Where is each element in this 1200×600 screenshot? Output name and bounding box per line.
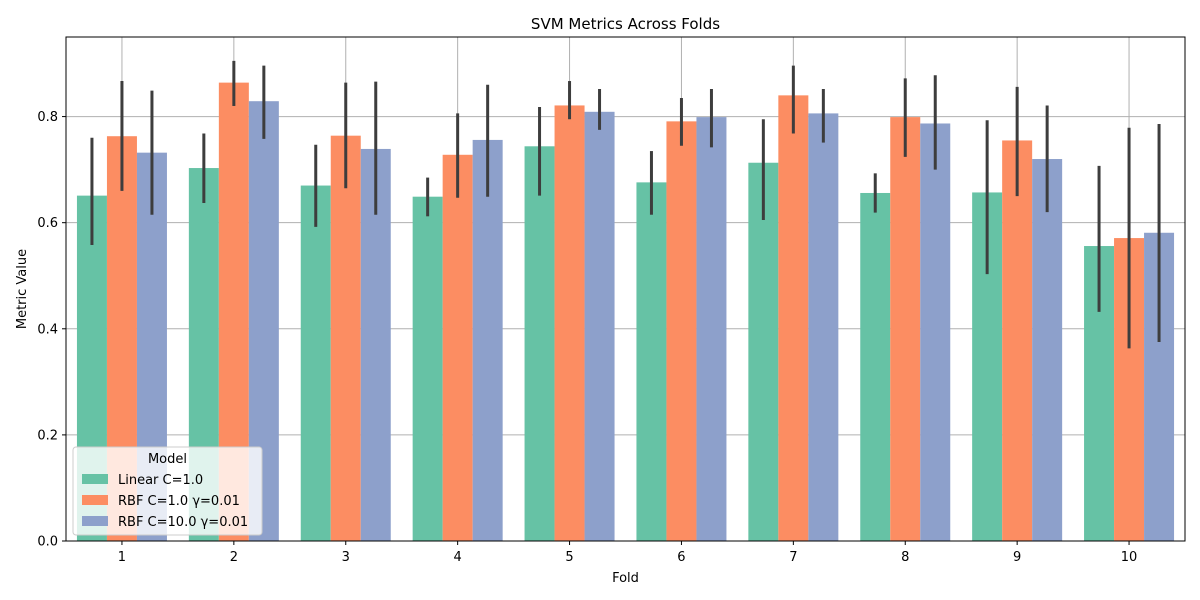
x-tick-label: 8 xyxy=(901,550,909,565)
y-tick-label: 0.2 xyxy=(37,428,58,443)
legend-swatch-linear xyxy=(82,474,108,484)
bar xyxy=(860,192,891,541)
y-tick-label: 0.8 xyxy=(37,110,58,125)
x-tick-label: 4 xyxy=(454,550,462,565)
y-axis-label: Metric Value xyxy=(15,249,30,329)
bar xyxy=(442,154,473,541)
x-tick-label: 7 xyxy=(789,550,797,565)
x-tick-label: 9 xyxy=(1013,550,1021,565)
x-tick-label: 5 xyxy=(565,550,573,565)
y-tick-label: 0.6 xyxy=(37,216,58,231)
x-axis-label: Fold xyxy=(612,571,639,586)
legend-label-rbf-c1: RBF C=1.0 γ=0.01 xyxy=(118,494,240,509)
y-tick-label: 0.4 xyxy=(37,322,58,337)
bar xyxy=(1002,140,1033,541)
x-tick-label: 10 xyxy=(1121,550,1138,565)
x-tick-label: 2 xyxy=(230,550,238,565)
bar xyxy=(524,146,555,541)
bar xyxy=(920,123,951,541)
y-axis: 0.0 0.2 0.4 0.6 0.8 xyxy=(37,110,66,550)
bar xyxy=(412,196,443,541)
legend-swatch-rbf-c1 xyxy=(82,495,108,505)
bar xyxy=(778,95,809,541)
bar xyxy=(808,113,839,542)
bar xyxy=(696,117,727,542)
bar xyxy=(748,162,779,541)
legend-label-rbf-c10: RBF C=10.0 γ=0.01 xyxy=(118,515,248,530)
y-tick-label: 0.0 xyxy=(37,535,58,550)
chart-title: SVM Metrics Across Folds xyxy=(531,15,720,33)
x-axis: 1 2 3 4 5 6 7 8 9 10 xyxy=(118,541,1138,565)
legend-swatch-rbf-c10 xyxy=(82,516,108,526)
bar xyxy=(330,135,361,541)
bar xyxy=(554,105,585,541)
bar xyxy=(890,117,921,542)
bar xyxy=(1032,159,1063,541)
bar xyxy=(666,121,697,541)
bar xyxy=(472,139,503,541)
x-tick-label: 3 xyxy=(342,550,350,565)
legend-label-linear: Linear C=1.0 xyxy=(118,473,203,488)
x-tick-label: 6 xyxy=(677,550,685,565)
error-bars xyxy=(90,60,1161,349)
bar xyxy=(584,111,615,542)
legend: Model Linear C=1.0 RBF C=1.0 γ=0.01 RBF … xyxy=(72,446,263,536)
legend-title: Model xyxy=(148,452,187,467)
bar xyxy=(300,185,331,541)
legend-box xyxy=(72,446,263,536)
plot-frame xyxy=(65,36,1186,542)
bar xyxy=(636,182,667,542)
x-tick-label: 1 xyxy=(118,550,126,565)
